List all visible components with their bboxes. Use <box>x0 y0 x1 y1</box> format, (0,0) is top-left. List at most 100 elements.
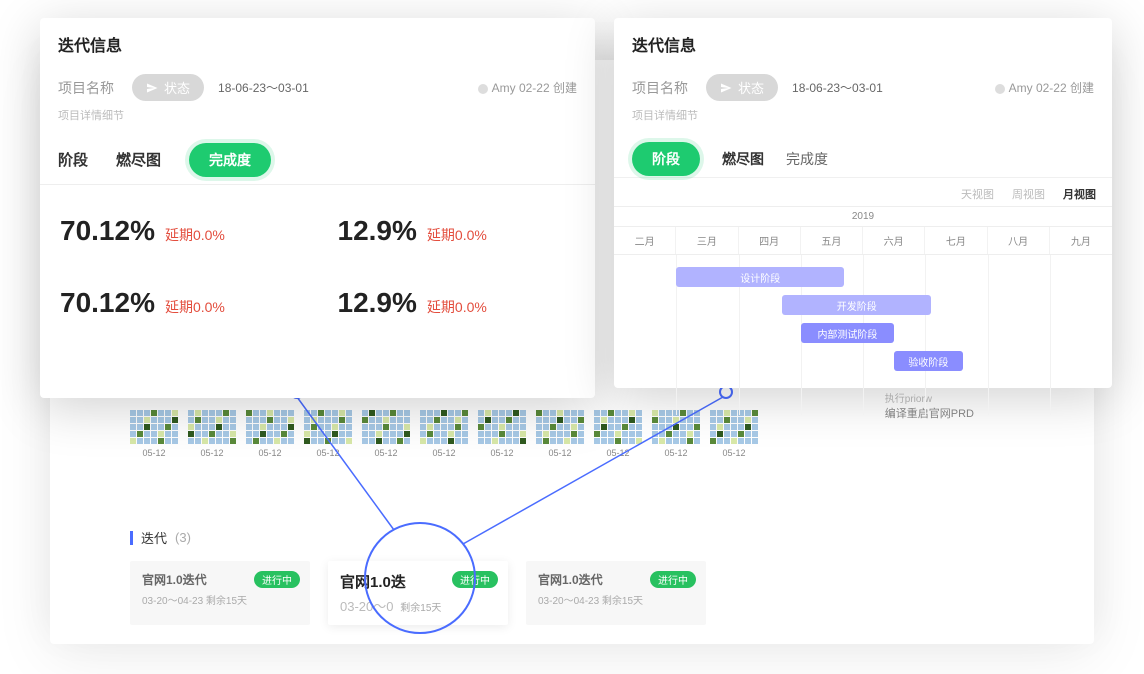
send-icon <box>146 82 158 94</box>
tabs-left: 阶段 燃尽图 完成度 <box>40 133 595 185</box>
gantt-year: 2019 <box>614 207 1112 227</box>
heatmap-cal[interactable]: 05-12 <box>130 410 178 458</box>
heatmap-label: 05-12 <box>432 448 455 458</box>
creator-dot <box>478 84 488 94</box>
iterations-count: (3) <box>175 530 191 545</box>
status-badge: 进行中 <box>452 571 498 588</box>
iterations-cards: 官网1.0迭代03-20～04-23 剩余15天进行中官网1.0迭03-20～0… <box>130 561 794 625</box>
stat-percent: 70.12% <box>60 215 155 247</box>
gantt-head: 2019 二月三月四月五月六月七月八月九月 <box>614 206 1112 255</box>
stat-delay: 延期0.0% <box>165 225 225 245</box>
gantt-month: 四月 <box>739 227 801 254</box>
heatmap-label: 05-12 <box>200 448 223 458</box>
project-label: 项目名称 <box>58 78 114 98</box>
gantt-month: 五月 <box>801 227 863 254</box>
iterations-header: 迭代 (3) <box>130 520 794 561</box>
state-label: 状态 <box>164 78 190 97</box>
popup-left-meta: 项目名称 状态 18-06-23～03-01 Amy 02-22 创建 <box>40 70 595 107</box>
heatmap-label: 05-12 <box>374 448 397 458</box>
completion-stat: 70.12% 延期0.0% <box>60 287 298 319</box>
status-badge: 进行中 <box>650 571 696 588</box>
view-day[interactable]: 天视图 <box>961 186 994 202</box>
project-label-r: 项目名称 <box>632 78 688 98</box>
tab-completion[interactable]: 完成度 <box>189 143 271 177</box>
tabs-right: 阶段 燃尽图 完成度 <box>614 133 1112 178</box>
heatmap-cal[interactable]: 05-12 <box>188 410 236 458</box>
gantt-body: 设计阶段开发阶段内部测试阶段验收阶段 <box>614 255 1112 415</box>
date-range-r: 18-06-23～03-01 <box>792 79 883 96</box>
iteration-card[interactable]: 官网1.0迭03-20～0 剩余15天进行中 <box>328 561 508 625</box>
heatmap-label: 05-12 <box>258 448 281 458</box>
completion-stat: 12.9% 延期0.0% <box>338 215 576 247</box>
iteration-card[interactable]: 官网1.0迭代03-20～04-23 剩余15天进行中 <box>526 561 706 625</box>
completion-stat: 12.9% 延期0.0% <box>338 287 576 319</box>
popup-left-title: 迭代信息 <box>40 18 595 70</box>
detail-label: 项目详情细节 <box>40 107 595 133</box>
creator-dot-r <box>995 84 1005 94</box>
heatmap-label: 05-12 <box>316 448 339 458</box>
popup-gantt: 迭代信息 项目名称 状态 18-06-23～03-01 Amy 02-22 创建… <box>614 18 1112 388</box>
view-month[interactable]: 月视图 <box>1063 186 1096 202</box>
popup-completion: 迭代信息 项目名称 状态 18-06-23～03-01 Amy 02-22 创建… <box>40 18 595 398</box>
tab-burndown-r[interactable]: 燃尽图 <box>722 141 764 177</box>
heatmap-label: 05-12 <box>548 448 571 458</box>
stat-delay: 延期0.0% <box>427 297 487 317</box>
completion-stat: 70.12% 延期0.0% <box>60 215 298 247</box>
heatmap-cal[interactable]: 05-12 <box>420 410 468 458</box>
stat-delay: 延期0.0% <box>165 297 225 317</box>
gantt-month: 六月 <box>863 227 925 254</box>
heatmap-cal[interactable]: 05-12 <box>710 410 758 458</box>
status-badge: 进行中 <box>254 571 300 588</box>
stats-grid: 70.12%延期0.0%12.9%延期0.0%70.12%延期0.0%12.9%… <box>40 185 595 349</box>
view-switch: 天视图 周视图 月视图 <box>614 178 1112 206</box>
iteration-sub: 03-20～04-23 剩余15天 <box>142 592 298 607</box>
gantt-bar[interactable]: 验收阶段 <box>894 351 962 371</box>
gantt-bar[interactable]: 内部测试阶段 <box>801 323 894 343</box>
heatmap-label: 05-12 <box>142 448 165 458</box>
heatmap-cal[interactable]: 05-12 <box>652 410 700 458</box>
tab-burndown[interactable]: 燃尽图 <box>116 141 161 178</box>
creator-r: Amy 02-22 创建 <box>1009 81 1094 95</box>
heatmap-label: 05-12 <box>664 448 687 458</box>
heatmap-row: 05-12 05-12 05-12 05-12 05-12 05-12 05-12 05-12… <box>130 410 794 458</box>
state-pill-r[interactable]: 状态 <box>706 74 778 101</box>
stat-percent: 12.9% <box>338 287 417 319</box>
state-pill[interactable]: 状态 <box>132 74 204 101</box>
heatmap-cal[interactable]: 05-12 <box>362 410 410 458</box>
popup-right-title: 迭代信息 <box>614 18 1112 70</box>
view-week[interactable]: 周视图 <box>1012 186 1045 202</box>
gantt-bar[interactable]: 设计阶段 <box>676 267 844 287</box>
gantt-month: 七月 <box>925 227 987 254</box>
heatmap-label: 05-12 <box>490 448 513 458</box>
heatmap-cal[interactable]: 05-12 <box>246 410 294 458</box>
creator: Amy 02-22 创建 <box>492 81 577 95</box>
detail-label-r: 项目详情细节 <box>614 107 1112 133</box>
iteration-sub: 03-20～04-23 剩余15天 <box>538 592 694 607</box>
date-range: 18-06-23～03-01 <box>218 79 309 96</box>
heatmap-label: 05-12 <box>606 448 629 458</box>
stat-percent: 12.9% <box>338 215 417 247</box>
tab-completion-r[interactable]: 完成度 <box>786 141 828 177</box>
iterations-section: 迭代 (3) 官网1.0迭代03-20～04-23 剩余15天进行中官网1.0迭… <box>130 520 794 625</box>
gantt-months: 二月三月四月五月六月七月八月九月 <box>614 227 1112 254</box>
heatmap-cal[interactable]: 05-12 <box>478 410 526 458</box>
tab-stage[interactable]: 阶段 <box>58 141 88 178</box>
stat-delay: 延期0.0% <box>427 225 487 245</box>
send-icon <box>720 82 732 94</box>
heatmap-cal[interactable]: 05-12 <box>304 410 352 458</box>
heatmap-label: 05-12 <box>722 448 745 458</box>
popup-right-meta: 项目名称 状态 18-06-23～03-01 Amy 02-22 创建 <box>614 70 1112 107</box>
iteration-sub: 03-20～0 剩余15天 <box>340 596 496 615</box>
iterations-title: 迭代 <box>141 528 167 547</box>
gantt-month: 三月 <box>676 227 738 254</box>
gantt-month: 九月 <box>1050 227 1112 254</box>
heatmap-cal[interactable]: 05-12 <box>536 410 584 458</box>
iteration-card[interactable]: 官网1.0迭代03-20～04-23 剩余15天进行中 <box>130 561 310 625</box>
state-label-r: 状态 <box>738 78 764 97</box>
tab-stage-r[interactable]: 阶段 <box>632 142 700 176</box>
stat-percent: 70.12% <box>60 287 155 319</box>
gantt-month: 二月 <box>614 227 676 254</box>
gantt-bar[interactable]: 开发阶段 <box>782 295 931 315</box>
heatmap-cal[interactable]: 05-12 <box>594 410 642 458</box>
gantt-month: 八月 <box>988 227 1050 254</box>
